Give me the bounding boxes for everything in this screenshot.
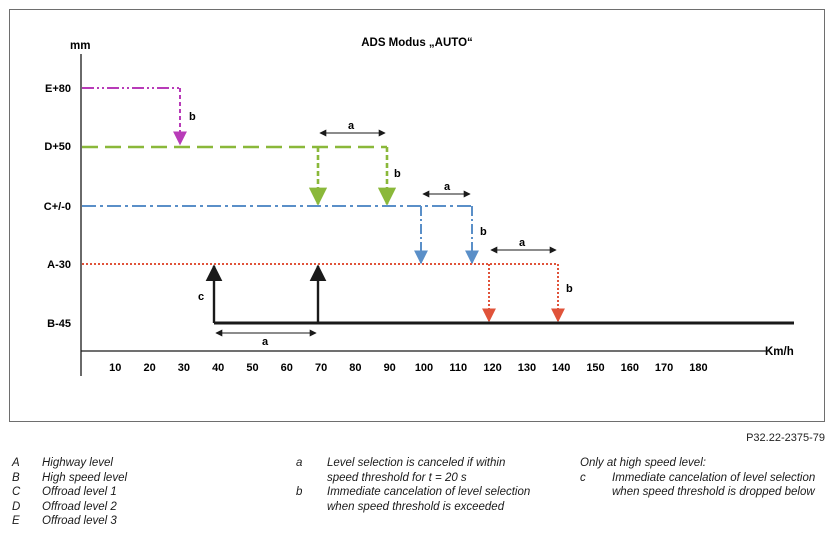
label-a-c: a	[444, 181, 451, 193]
legend-text: High speed level	[42, 471, 128, 484]
label-c: c	[198, 291, 204, 303]
legend-key: A	[12, 457, 20, 469]
x-tick-label: 90	[384, 362, 396, 374]
y-label-e80: E+80	[45, 83, 71, 95]
diagram-frame: ADS Modus „AUTO“ mm Km/h E+80 D+50 C+/-0…	[9, 9, 825, 422]
label-a-a: a	[519, 237, 526, 249]
legend-key: b	[296, 486, 303, 499]
legend-item: B High speed level	[12, 471, 242, 486]
x-tick-label: 10	[109, 362, 121, 374]
x-tick-labels: 10 20 30 40 50 60 70 80 90 100 110 120 130 140 150 160 1…	[109, 362, 707, 374]
legend-key: a	[296, 457, 303, 469]
y-label-d50: D+50	[44, 141, 71, 153]
legend-item: C Offroad level 1	[12, 485, 242, 500]
legend-notes: a Level selection is canceled if within s…	[296, 456, 536, 514]
label-a-d: a	[348, 120, 355, 132]
figure-reference: P32.22-2375-79	[746, 432, 825, 444]
x-tick-label: 80	[349, 362, 361, 374]
x-tick-label: 60	[281, 362, 293, 374]
y-unit-label: mm	[70, 40, 90, 52]
x-tick-label: 130	[518, 362, 536, 374]
legend-key: C	[12, 486, 21, 499]
x-tick-label: 30	[178, 362, 190, 374]
label-b-e: b	[189, 111, 196, 123]
x-tick-label: 140	[552, 362, 570, 374]
label-b-c: b	[480, 226, 487, 238]
x-tick-label: 100	[415, 362, 433, 374]
x-tick-label: 150	[586, 362, 604, 374]
x-tick-label: 120	[483, 362, 501, 374]
legend-key: c	[580, 471, 586, 484]
x-tick-label: 110	[449, 362, 467, 374]
y-label-b45: B-45	[47, 318, 71, 330]
legend-item: b Immediate cancelation of level selectio…	[296, 485, 536, 514]
x-tick-label: 170	[655, 362, 673, 374]
legend-item: A Highway level	[12, 456, 242, 471]
legend-text: Immediate cancelation of level selection…	[327, 486, 531, 513]
legend-text: Offroad level 3	[42, 515, 117, 528]
legend-high-speed: Only at high speed level: c Immediate ca…	[580, 456, 820, 500]
x-tick-label: 180	[689, 362, 707, 374]
label-b-d: b	[394, 168, 401, 180]
legend-text: Offroad level 1	[42, 486, 117, 499]
legend-item: D Offroad level 2	[12, 500, 242, 515]
legend-text: Level selection is canceled if within sp…	[327, 457, 506, 484]
y-label-c0: C+/-0	[44, 201, 71, 213]
legend-text: Highway level	[42, 457, 113, 469]
legend-item: E Offroad level 3	[12, 514, 242, 529]
x-tick-label: 50	[246, 362, 258, 374]
label-b-a: b	[566, 283, 573, 295]
x-tick-label: 20	[143, 362, 155, 374]
diagram-title: ADS Modus „AUTO“	[361, 37, 473, 49]
y-label-a30: A-30	[47, 259, 71, 271]
legend-text: Offroad level 2	[42, 500, 117, 513]
x-tick-label: 40	[212, 362, 224, 374]
legend-key: E	[12, 515, 20, 528]
legend-high-speed-header: Only at high speed level:	[580, 457, 706, 469]
legend-item: a Level selection is canceled if within s…	[296, 456, 536, 485]
legend-levels: A Highway level B High speed level C Offroad …	[12, 456, 242, 529]
label-a-b: a	[262, 336, 269, 348]
legend-key: B	[12, 471, 20, 484]
x-tick-label: 160	[621, 362, 639, 374]
legend-item: c Immediate cancelation of level selecti…	[580, 471, 820, 500]
x-unit-label: Km/h	[765, 346, 794, 358]
ads-diagram: ADS Modus „AUTO“ mm Km/h E+80 D+50 C+/-0…	[44, 37, 794, 376]
legend-text: Immediate cancelation of level selection…	[612, 471, 816, 499]
legend-key: D	[12, 500, 21, 513]
x-tick-label: 70	[315, 362, 327, 374]
